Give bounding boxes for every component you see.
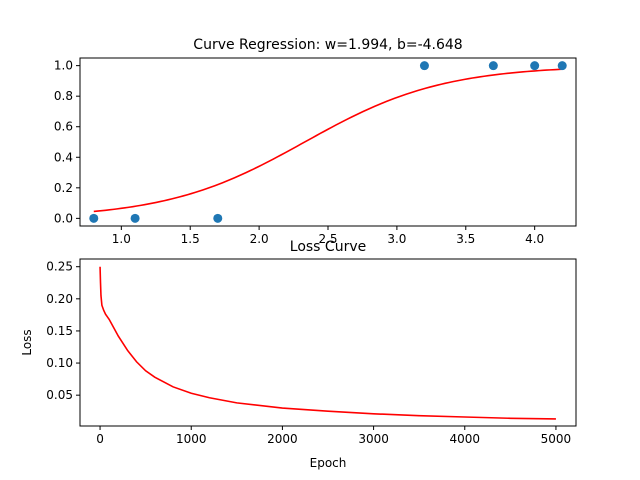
- regression-x-tick-label: 2.0: [250, 232, 269, 246]
- regression-x-tick-label: 4.0: [525, 232, 544, 246]
- loss-y-tick-label: 0.25: [46, 260, 73, 274]
- regression-y-tick-label: 0.2: [54, 181, 73, 195]
- loss-x-axis-label: Epoch: [310, 456, 347, 470]
- loss-y-tick-label: 0.05: [46, 388, 73, 402]
- loss-axes-frame: [79, 258, 577, 427]
- regression-x-tick-label: 2.5: [318, 232, 337, 246]
- regression-y-tick-label: 0.6: [54, 120, 73, 134]
- regression-data-point: [488, 61, 498, 71]
- regression-data-point: [419, 61, 429, 71]
- loss-series-line: [99, 266, 556, 420]
- loss-y-tick-label: 0.20: [46, 292, 73, 306]
- regression-y-tick-label: 1.0: [54, 59, 73, 73]
- loss-x-tick-label: 0: [96, 432, 104, 446]
- regression-chart: Curve Regression: w=1.994, b=-4.648 1.0 1…: [54, 37, 577, 246]
- regression-plot-area: 1.0 1.5 2.0 2.5 3.0 3.5 4.0 0.0 0.2 0.4 0.6 0.8 1.0: [54, 59, 567, 246]
- loss-y-axis-label: Loss: [20, 329, 34, 355]
- loss-title: Loss Curve: [290, 239, 366, 255]
- regression-y-tick-label: 0.0: [54, 211, 73, 225]
- regression-data-point: [557, 61, 567, 71]
- loss-plot-area: 0 1000 2000 3000 4000 5000 0.05 0.10 0.15 0.20 0.2…: [46, 260, 571, 446]
- regression-x-tick-label: 3.5: [456, 232, 475, 246]
- loss-x-tick-label: 1000: [176, 432, 207, 446]
- regression-data-point: [89, 213, 99, 223]
- loss-x-tick-label: 2000: [267, 432, 298, 446]
- regression-data-point: [130, 213, 140, 223]
- loss-chart: 0 1000 2000 3000 4000 5000 0.05 0.10 0.15 0.20 0.2…: [20, 239, 577, 470]
- regression-x-tick-label: 1.0: [112, 232, 131, 246]
- loss-y-tick-label: 0.10: [46, 356, 73, 370]
- loss-x-tick-label: 5000: [541, 432, 572, 446]
- regression-x-tick-label: 1.5: [181, 232, 200, 246]
- loss-x-tick-label: 4000: [449, 432, 480, 446]
- loss-y-tick-label: 0.15: [46, 324, 73, 338]
- regression-y-tick-label: 0.8: [54, 89, 73, 103]
- regression-data-point: [530, 61, 540, 71]
- regression-title: Curve Regression: w=1.994, b=-4.648: [193, 37, 462, 53]
- regression-x-tick-label: 3.0: [387, 232, 406, 246]
- regression-sigmoid-curve: [93, 68, 563, 213]
- loss-x-tick-label: 3000: [358, 432, 389, 446]
- regression-y-tick-label: 0.4: [54, 150, 73, 164]
- regression-axes-frame: [79, 57, 577, 227]
- regression-data-point: [213, 213, 223, 223]
